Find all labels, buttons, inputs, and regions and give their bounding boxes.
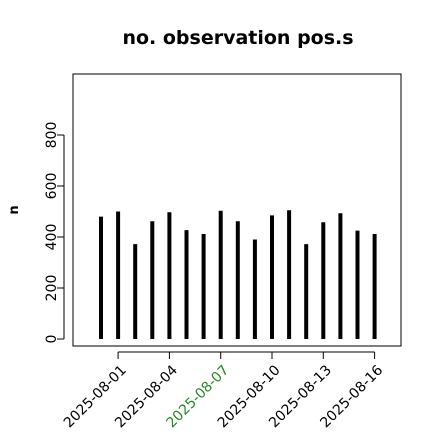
x-axis: 2025-08-012025-08-042025-08-072025-08-10… bbox=[61, 351, 386, 431]
y-tick-label-200: 200 bbox=[44, 275, 60, 302]
y-axis: 0 200 400 600 800 bbox=[44, 122, 65, 344]
y-tick-label-800: 800 bbox=[44, 122, 60, 149]
y-tick-label-400: 400 bbox=[44, 224, 60, 251]
y-tick-label-0: 0 bbox=[44, 335, 60, 344]
plot-frame bbox=[72, 73, 402, 347]
y-tick-label-600: 600 bbox=[44, 173, 60, 200]
y-axis-label: n bbox=[7, 205, 22, 214]
bars-group bbox=[99, 210, 377, 339]
chart-title: no. observation pos.s bbox=[122, 27, 353, 49]
